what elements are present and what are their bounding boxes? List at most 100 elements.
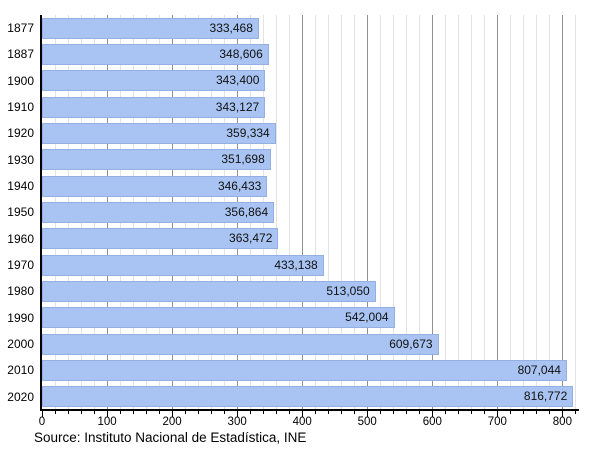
x-tick-label-400: 400 xyxy=(292,416,312,428)
gridline-minor xyxy=(406,15,408,410)
x-tick-label-600: 600 xyxy=(422,416,442,428)
x-tick-minor xyxy=(94,411,96,414)
x-tick-label-200: 200 xyxy=(162,416,182,428)
gridline-minor xyxy=(328,15,330,410)
x-tick-minor xyxy=(146,411,148,414)
x-tick-minor xyxy=(55,411,56,414)
x-tick-minor xyxy=(341,411,343,414)
x-tick-minor xyxy=(536,411,538,414)
gridline-minor xyxy=(471,15,473,410)
x-tick-label-100: 100 xyxy=(97,416,117,428)
gridline-minor xyxy=(393,15,395,410)
x-tick-minor xyxy=(81,411,83,414)
x-tick-minor xyxy=(393,411,395,414)
year-label-2010: 2010 xyxy=(7,363,34,378)
year-label-1940: 1940 xyxy=(7,179,34,193)
x-tick-label-800: 800 xyxy=(552,416,572,428)
bar-value-label: 609,673 xyxy=(389,336,433,351)
y-axis-labels: 1877 1887 1900 1910 1920 1930 1940 1950 1960 1970… xyxy=(0,15,34,410)
gridline-minor xyxy=(484,15,486,410)
year-label-1900: 1900 xyxy=(7,73,34,88)
gridline-major xyxy=(367,15,369,410)
gridline-minor xyxy=(510,15,512,410)
gridline-minor xyxy=(341,15,343,410)
x-tick-minor xyxy=(419,411,421,414)
x-axis-line xyxy=(40,409,579,411)
x-tick-major xyxy=(367,411,369,417)
x-tick-major xyxy=(172,411,174,417)
year-label-2000: 2000 xyxy=(7,337,34,351)
bar-1910: 343,127 xyxy=(42,96,266,118)
x-tick-minor xyxy=(523,411,525,414)
year-label-2020: 2020 xyxy=(7,389,34,404)
x-tick-label-700: 700 xyxy=(487,416,507,428)
bar-value-label: 359,334 xyxy=(226,126,270,140)
bar-value-label: 348,606 xyxy=(219,47,263,61)
year-label-1990: 1990 xyxy=(7,310,34,325)
bar-2000: 609,673 xyxy=(42,333,439,355)
bar-1970: 433,138 xyxy=(42,254,324,276)
x-tick-minor xyxy=(68,411,70,414)
x-tick-minor xyxy=(328,411,330,414)
x-tick-minor xyxy=(484,411,486,414)
x-tick-minor xyxy=(224,411,226,414)
year-label-1877: 1877 xyxy=(7,21,34,35)
bar-value-label: 363,472 xyxy=(229,231,273,246)
x-tick-minor xyxy=(159,411,161,414)
x-tick-major xyxy=(107,411,109,417)
x-tick-major xyxy=(42,411,43,417)
x-tick-minor xyxy=(120,411,122,414)
year-label-1980: 1980 xyxy=(7,284,34,299)
bar-value-label: 807,044 xyxy=(517,363,561,377)
bar-value-label: 346,433 xyxy=(217,178,262,193)
gridline-major xyxy=(302,15,304,410)
bar-1980: 513,050 xyxy=(42,281,376,302)
x-tick-major xyxy=(562,411,564,417)
bar-value-label: 351,698 xyxy=(221,152,265,167)
bar-1877: 333,468 xyxy=(42,17,259,39)
gridline-major xyxy=(432,15,434,410)
gridline-minor xyxy=(289,15,291,410)
bar-value-label: 513,050 xyxy=(326,284,370,298)
bars-layer: 333,468 348,606 343,400 343,127 359,334 351,6… xyxy=(42,15,578,410)
bar-1950: 356,864 xyxy=(42,202,275,223)
bar-1960: 363,472 xyxy=(42,228,279,250)
gridline-minor xyxy=(458,15,460,410)
bar-1900: 343,400 xyxy=(42,70,266,92)
x-tick-minor xyxy=(471,411,473,414)
x-tick-minor xyxy=(354,411,356,414)
bar-1930: 351,698 xyxy=(42,149,271,171)
x-tick-label-0: 0 xyxy=(38,416,46,428)
bar-1940: 346,433 xyxy=(42,175,268,197)
year-label-1950: 1950 xyxy=(7,205,34,220)
x-tick-label-300: 300 xyxy=(227,416,247,428)
bar-1920: 359,334 xyxy=(42,123,276,144)
x-tick-minor xyxy=(198,411,200,414)
year-label-1970: 1970 xyxy=(7,258,34,272)
year-label-1887: 1887 xyxy=(7,47,34,62)
bar-2020: 816,772 xyxy=(42,386,574,408)
bar-value-label: 816,772 xyxy=(523,389,568,404)
year-label-1910: 1910 xyxy=(7,100,34,114)
plot-area: 333,468 348,606 343,400 343,127 359,334 351,6… xyxy=(42,15,578,410)
gridline-major xyxy=(497,15,499,410)
x-tick-minor xyxy=(380,411,382,414)
x-tick-minor xyxy=(315,411,317,414)
x-tick-minor xyxy=(263,411,265,414)
bar-1887: 348,606 xyxy=(42,44,269,65)
x-tick-minor xyxy=(250,411,252,414)
gridline-minor xyxy=(276,15,278,410)
gridline-minor xyxy=(549,15,551,410)
year-label-1960: 1960 xyxy=(7,231,34,246)
x-tick-minor xyxy=(575,411,577,414)
gridline-minor xyxy=(419,15,421,410)
x-tick-label-500: 500 xyxy=(357,416,377,428)
x-tick-major xyxy=(432,411,434,417)
x-tick-minor xyxy=(133,411,135,414)
gridline-minor xyxy=(354,15,356,410)
bar-value-label: 542,004 xyxy=(345,310,389,325)
gridline-minor xyxy=(445,15,447,410)
gridline-minor xyxy=(315,15,317,410)
bar-value-label: 356,864 xyxy=(224,205,269,219)
